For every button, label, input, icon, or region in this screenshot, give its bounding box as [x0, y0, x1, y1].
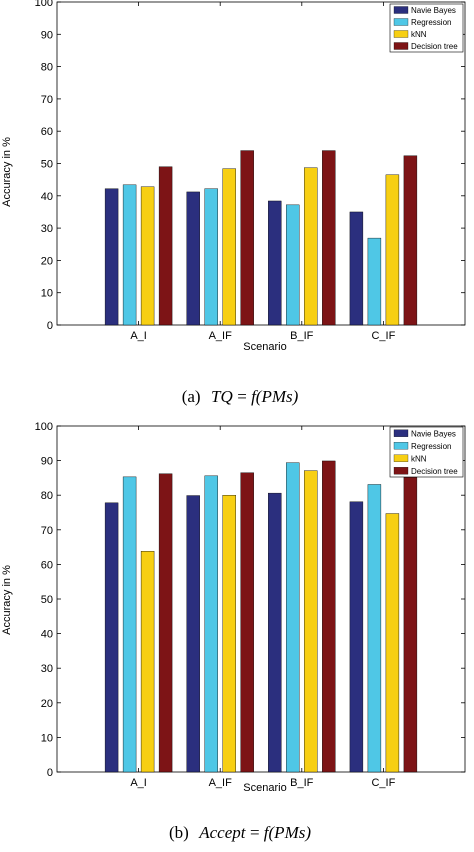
chart-b-ytick-label: 60: [41, 559, 53, 571]
chart-a-caption-rhs: f(PMs): [251, 387, 299, 406]
chart-a-legend-swatch-navie-bayes: [393, 6, 409, 14]
chart-a-legend-label-decision-tree: Decision tree: [411, 42, 458, 51]
chart-a-ytick-label: 100: [35, 0, 53, 9]
chart-b-bar-regression-b-if: [286, 462, 300, 773]
chart-a-bar-knn-b-if: [304, 167, 318, 326]
chart-a-caption-lhs: TQ: [211, 387, 233, 406]
chart-b-xtick-label: C_IF: [371, 777, 395, 789]
chart-b-legend-label-navie-bayes: Navie Bayes: [411, 429, 456, 438]
chart-b-bar-knn-a-if: [222, 494, 236, 773]
chart-b-bar-regression-a-if: [204, 475, 218, 773]
chart-b-caption-prefix: (b): [169, 823, 189, 842]
chart-a-bar-navie-bayes-c-if: [349, 211, 364, 326]
chart-b-caption-lhs: Accept: [198, 823, 247, 842]
chart-a-ytick-label: 30: [41, 223, 53, 235]
chart-a-xtick-label: B_IF: [290, 330, 314, 342]
chart-a-bar-regression-a-if: [204, 188, 218, 326]
chart-a-xlabel: Scenario: [243, 341, 286, 353]
chart-a-bar-knn-a-if: [222, 168, 236, 326]
chart-a-legend-swatch-knn: [393, 30, 409, 38]
chart-a-plot: 0 10 20 30 40 50 60 70 80 90 100 A_I A_IF B_IF C_IF Nav…: [35, 0, 466, 342]
chart-b-xtick-label: A_I: [130, 777, 147, 789]
chart-a-ytick-label: 50: [41, 159, 53, 171]
chart-b-xtick-label: B_IF: [290, 777, 314, 789]
chart-b-ytick-label: 90: [41, 456, 53, 468]
chart-a-legend-label-navie-bayes: Navie Bayes: [411, 6, 456, 15]
chart-a-bar-decision-tree-b-if: [322, 150, 336, 326]
chart-a-ytick-label: 70: [41, 94, 53, 106]
chart-a-ytick-label: 90: [41, 29, 53, 41]
chart-a-bar-decision-tree-a-if: [240, 150, 254, 326]
chart-a-legend: Navie Bayes Regression kNN Decision tree: [389, 3, 464, 53]
chart-b-legend-swatch-knn: [393, 454, 409, 462]
chart-b-caption-rhs: f(PMs): [264, 823, 312, 842]
chart-b-ytick-label: 100: [35, 421, 53, 433]
chart-b-bar-knn-b-if: [304, 470, 318, 773]
chart-b-ytick-label: 10: [41, 732, 53, 744]
chart-a-xtick-label: A_IF: [209, 330, 233, 342]
chart-a-ytick-label: 20: [41, 255, 53, 267]
chart-b-bar-decision-tree-c-if: [403, 477, 418, 773]
chart-b-bar-knn-c-if: [385, 513, 400, 773]
chart-a-ytick-label: 0: [47, 320, 53, 332]
chart-a-ylabel: Accuracy in %: [1, 137, 13, 207]
chart-b-plot: 0 10 20 30 40 50 60 70 80 90 100 A_I A_IF B_IF C_IF Nav…: [35, 421, 466, 789]
chart-a-bar-navie-bayes-b-if: [268, 200, 282, 326]
chart-a-xtick-label: A_I: [130, 330, 147, 342]
chart-a-bar-navie-bayes-a-if: [186, 191, 200, 326]
chart-b-legend-swatch-decision-tree: [393, 467, 409, 475]
chart-b-legend-label-regression: Regression: [411, 442, 451, 451]
chart-b-accept: 0 10 20 30 40 50 60 70 80 90 100 A_I A_IF B_IF C_IF Nav…: [1, 421, 466, 842]
chart-a-legend-label-knn: kNN: [411, 30, 427, 39]
chart-a-xtick-label: C_IF: [371, 330, 395, 342]
chart-a-bar-navie-bayes-a-i: [104, 188, 119, 326]
chart-b-bar-navie-bayes-a-i: [104, 502, 119, 773]
chart-b-ytick-label: 80: [41, 490, 53, 502]
chart-a-bar-regression-c-if: [367, 237, 382, 326]
chart-b-ytick-label: 40: [41, 629, 53, 641]
chart-b-caption-eq: =: [250, 823, 264, 842]
chart-b-legend-label-decision-tree: Decision tree: [411, 467, 458, 476]
chart-b-xlabel: Scenario: [243, 782, 286, 794]
chart-a-tq: 0 10 20 30 40 50 60 70 80 90 100 A_I A_IF B_IF C_IF Nav…: [1, 0, 466, 406]
chart-a-legend-swatch-regression: [393, 18, 409, 26]
chart-a-bar-regression-a-i: [122, 184, 137, 326]
chart-b-legend-swatch-regression: [393, 442, 409, 450]
chart-a-caption: (a) TQ = f(PMs): [182, 387, 299, 406]
chart-b-ylabel: Accuracy in %: [1, 565, 13, 635]
chart-b-bar-decision-tree-b-if: [322, 460, 336, 773]
chart-b-ytick-label: 0: [47, 767, 53, 779]
chart-b-ytick-label: 20: [41, 698, 53, 710]
chart-b-legend-swatch-navie-bayes: [393, 429, 409, 437]
chart-a-bar-decision-tree-a-i: [158, 166, 173, 326]
chart-b-bar-navie-bayes-a-if: [186, 495, 200, 773]
chart-b-ytick-label: 70: [41, 525, 53, 537]
chart-b-bar-knn-a-i: [140, 551, 155, 773]
chart-b-bar-navie-bayes-c-if: [349, 501, 364, 773]
chart-a-ytick-label: 80: [41, 62, 53, 74]
chart-b-bar-regression-a-i: [122, 476, 137, 773]
chart-a-legend-swatch-decision-tree: [393, 42, 409, 50]
chart-b-ytick-label: 30: [41, 663, 53, 675]
chart-b-ytick-label: 50: [41, 594, 53, 606]
chart-a-caption-prefix: (a): [182, 387, 201, 406]
chart-a-bar-regression-b-if: [286, 204, 300, 326]
chart-b-bar-navie-bayes-b-if: [268, 492, 282, 773]
chart-a-ytick-label: 40: [41, 191, 53, 203]
chart-b-bar-decision-tree-a-i: [158, 473, 173, 773]
chart-b-xtick-label: A_IF: [209, 777, 233, 789]
chart-a-bar-decision-tree-c-if: [403, 155, 418, 326]
chart-b-bar-regression-c-if: [367, 484, 382, 773]
chart-b-caption: (b) Accept = f(PMs): [169, 823, 311, 842]
chart-b-legend-label-knn: kNN: [411, 454, 427, 463]
chart-b-legend: Navie Bayes Regression kNN Decision tree: [389, 426, 464, 478]
chart-a-bar-knn-a-i: [140, 186, 155, 326]
chart-a-legend-label-regression: Regression: [411, 18, 451, 27]
chart-a-ytick-label: 10: [41, 288, 53, 300]
chart-b-bar-decision-tree-a-if: [240, 472, 254, 773]
chart-a-bar-knn-c-if: [385, 174, 400, 326]
chart-a-caption-eq: =: [237, 387, 251, 406]
chart-a-ytick-label: 60: [41, 126, 53, 138]
